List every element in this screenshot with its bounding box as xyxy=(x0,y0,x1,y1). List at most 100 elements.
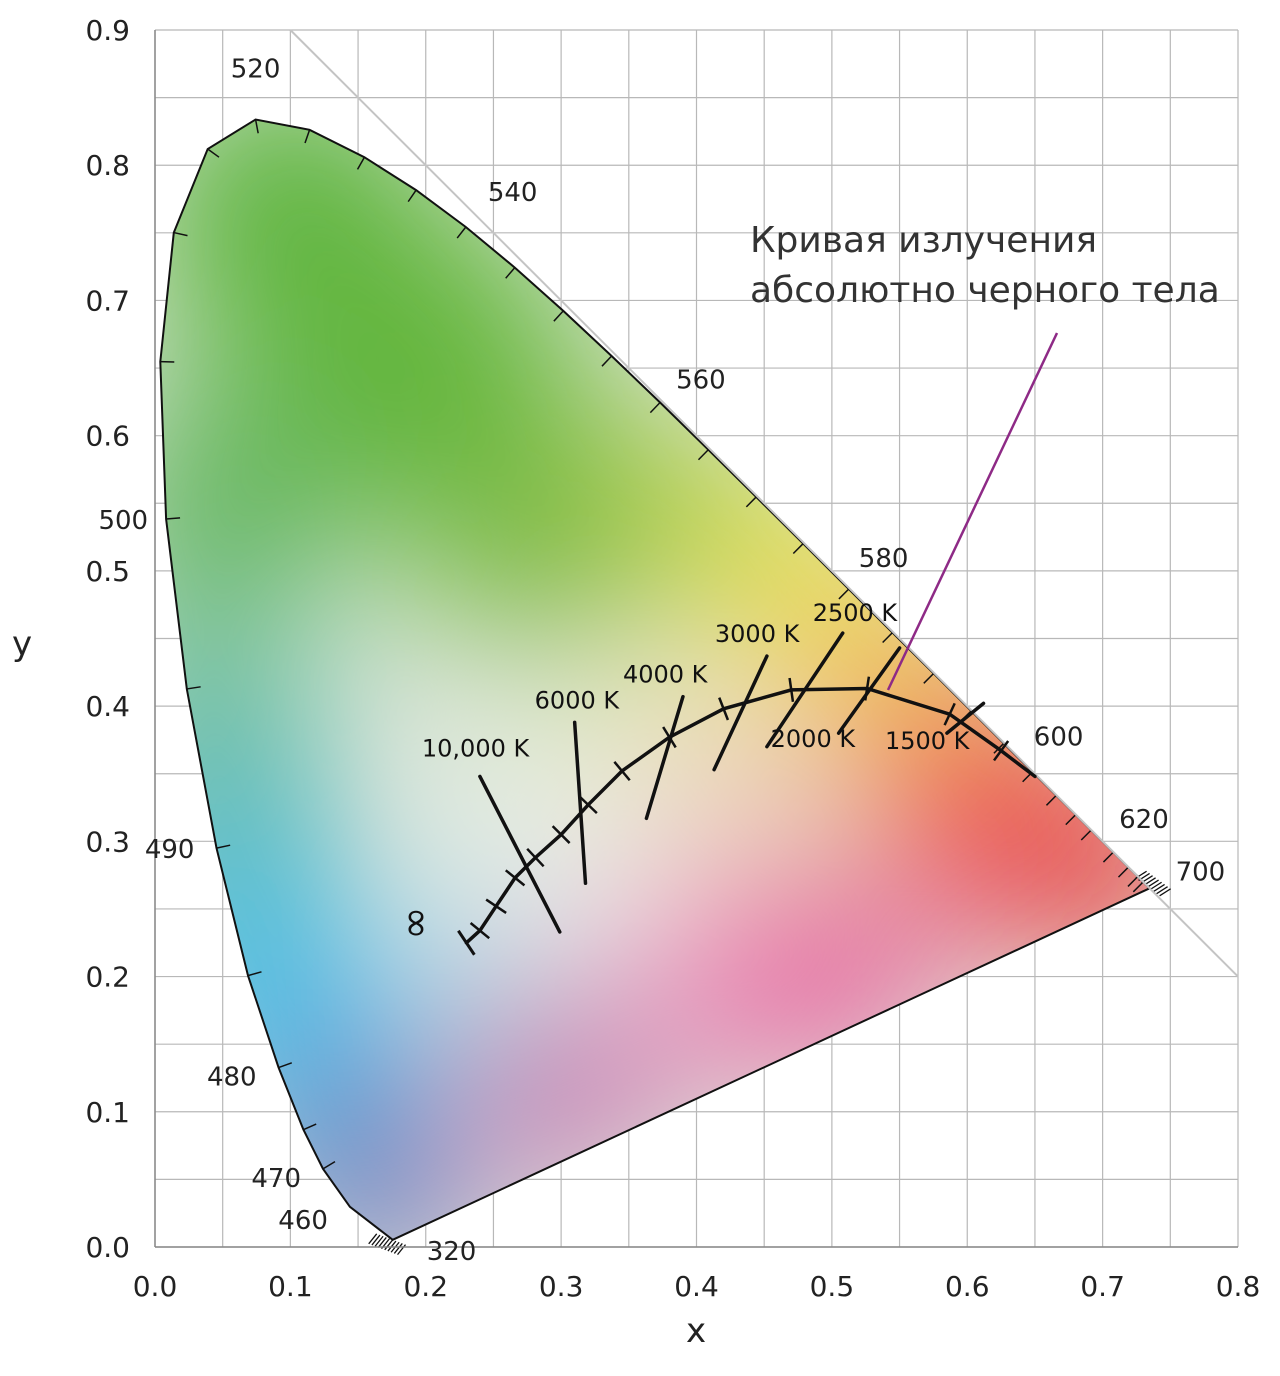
wavelength-tick xyxy=(553,310,564,322)
x-tick-label: 0.1 xyxy=(268,1270,313,1303)
infinity-endcap xyxy=(457,929,476,956)
wavelength-tick xyxy=(697,449,709,461)
wavelength-tick xyxy=(303,1123,317,1131)
isotemperature-tick xyxy=(551,825,571,844)
cct-line xyxy=(478,774,562,934)
wavelength-tick xyxy=(792,543,804,555)
wavelength-label: 700 xyxy=(1176,857,1226,887)
annotation-line-1: Кривая излучения xyxy=(750,220,1097,261)
wavelength-tick xyxy=(356,156,366,170)
fill-blob xyxy=(382,906,523,1047)
wavelength-tick xyxy=(377,1237,387,1248)
annotation-pointer xyxy=(886,332,1059,691)
wavelength-label: 600 xyxy=(1034,722,1084,752)
wavelength-tick xyxy=(384,1239,394,1251)
y-tick-label: 0.2 xyxy=(85,961,130,994)
x-tick-label: 0.0 xyxy=(133,1270,178,1303)
wavelength-label: 580 xyxy=(859,544,909,574)
x-tick-label: 0.8 xyxy=(1216,1270,1261,1303)
diagonal-x-plus-y-1 xyxy=(289,29,1239,978)
wavelength-label: 560 xyxy=(676,366,726,396)
isotemperature-tick xyxy=(526,847,545,868)
isotemperature-tick xyxy=(718,697,730,721)
y-axis-title: y xyxy=(12,624,32,664)
wavelength-tick xyxy=(1102,851,1114,863)
fill-blob xyxy=(531,825,672,966)
cct-label: 10,000 K xyxy=(422,734,531,762)
wavelength-tick xyxy=(397,1244,407,1256)
fill-blob xyxy=(471,994,652,1175)
y-tick-label: 0.0 xyxy=(85,1231,130,1264)
cct-line xyxy=(644,694,685,821)
isotemperature-tick xyxy=(943,702,956,726)
wavelength-tick xyxy=(322,1160,336,1170)
x-tick-label: 0.5 xyxy=(810,1270,855,1303)
x-tick-label: 0.7 xyxy=(1080,1270,1125,1303)
wavelength-tick xyxy=(393,1243,403,1254)
isotemperature-tick xyxy=(578,795,598,815)
cct-label: 1500 K xyxy=(885,727,971,755)
wavelength-tick xyxy=(247,971,262,977)
cct-line xyxy=(765,631,845,749)
y-tick-label: 0.8 xyxy=(85,149,130,182)
wavelength-tick xyxy=(278,1062,293,1069)
fill-blob xyxy=(887,761,1048,922)
wavelength-tick xyxy=(1117,866,1129,878)
isotemperature-tick xyxy=(485,898,507,914)
wavelength-label: 520 xyxy=(231,55,281,85)
wavelength-tick xyxy=(882,632,894,644)
wavelength-tick xyxy=(505,267,516,279)
wavelength-tick xyxy=(923,672,935,684)
y-tick-label: 0.5 xyxy=(85,555,130,588)
isotemperature-tick xyxy=(993,740,1010,762)
wavelength-label: 500 xyxy=(98,506,148,536)
x-tick-label: 0.6 xyxy=(945,1270,990,1303)
cct-line xyxy=(945,701,986,735)
wavelength-label: 480 xyxy=(207,1063,257,1093)
planckian-locus xyxy=(457,676,1037,956)
wavelength-tick xyxy=(1150,881,1162,890)
fill-blob xyxy=(160,383,343,624)
fill-blob xyxy=(680,717,821,858)
wavelength-label: 620 xyxy=(1119,805,1169,835)
cct-label: 2000 K xyxy=(771,725,857,753)
fill-blob xyxy=(501,727,622,848)
wavelength-label: 490 xyxy=(145,835,195,865)
x-tick-label: 0.4 xyxy=(674,1270,719,1303)
wavelength-tick xyxy=(1153,883,1165,893)
wavelength-tick xyxy=(1147,879,1159,888)
wavelength-label: 470 xyxy=(251,1164,301,1194)
wavelength-tick xyxy=(456,226,467,239)
wavelength-tick xyxy=(1065,814,1077,826)
y-tick-label: 0.3 xyxy=(85,825,130,858)
x-tick-label: 0.2 xyxy=(403,1270,448,1303)
wavelength-tick xyxy=(1132,881,1144,893)
wavelength-tick xyxy=(745,496,757,508)
wavelength-tick xyxy=(1080,829,1092,841)
wavelength-tick xyxy=(186,686,201,690)
wavelength-tick xyxy=(173,231,188,237)
y-tick-label: 0.4 xyxy=(85,690,130,723)
wavelength-tick xyxy=(304,129,311,144)
fill-blob xyxy=(315,1136,456,1240)
wavelength-tick xyxy=(166,517,181,520)
wavelength-tick xyxy=(368,1233,378,1245)
x-axis-title: x xyxy=(686,1311,706,1351)
isotemperature-tick xyxy=(788,677,795,702)
wavelength-tick xyxy=(1045,794,1057,806)
cct-label: 2500 K xyxy=(813,599,899,627)
cct-label: 6000 K xyxy=(535,686,621,714)
y-tick-label: 0.9 xyxy=(85,14,130,47)
wavelength-tick xyxy=(649,402,661,414)
wavelength-tick xyxy=(254,119,259,134)
x-tick-label: 0.3 xyxy=(539,1270,584,1303)
infinity-label: ∞ xyxy=(394,906,440,939)
wavelength-tick xyxy=(1159,888,1171,897)
y-tick-label: 0.1 xyxy=(85,1096,130,1129)
wavelength-tick xyxy=(1156,886,1168,895)
wavelength-label: 540 xyxy=(488,178,538,208)
wavelength-tick xyxy=(207,148,220,158)
cct-label: 4000 K xyxy=(623,661,709,689)
